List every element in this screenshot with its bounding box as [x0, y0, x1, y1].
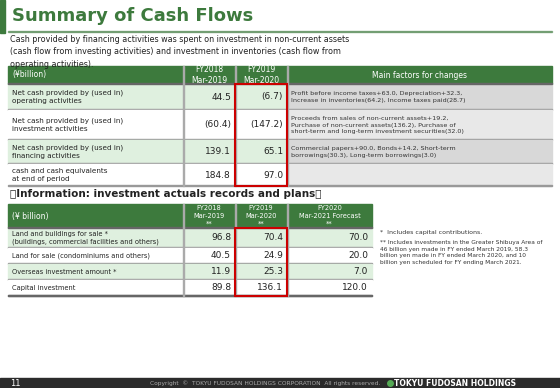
Text: Capital investment: Capital investment	[12, 285, 76, 291]
Text: 〈Information: investment actuals records and plans〉: 〈Information: investment actuals records…	[10, 189, 321, 199]
Text: (¥billion): (¥billion)	[12, 71, 46, 80]
Text: (60.4): (60.4)	[204, 121, 231, 130]
Text: (¥ billion): (¥ billion)	[12, 211, 49, 220]
Bar	[235, 84, 287, 110]
Bar	[287, 84, 552, 110]
Text: 97.0: 97.0	[263, 170, 283, 180]
Text: (6.7): (6.7)	[262, 92, 283, 102]
Bar	[235, 66, 236, 186]
Bar	[235, 164, 287, 186]
Text: cash and cash equivalents
at end of period: cash and cash equivalents at end of peri…	[12, 168, 108, 182]
Text: Copyright  ©  TOKYU FUDOSAN HOLDINGS CORPORATION  All rights reserved.: Copyright © TOKYU FUDOSAN HOLDINGS CORPO…	[150, 380, 380, 386]
Bar	[8, 263, 372, 264]
Text: 24.9: 24.9	[263, 251, 283, 260]
Bar	[8, 164, 183, 186]
Bar	[8, 163, 552, 164]
Bar	[287, 204, 288, 296]
Bar	[235, 204, 236, 296]
Text: 70.0: 70.0	[348, 234, 368, 242]
Bar	[8, 248, 372, 264]
Text: 25.3: 25.3	[263, 267, 283, 277]
Text: 96.8: 96.8	[211, 234, 231, 242]
Bar	[8, 31, 552, 32]
Bar	[8, 228, 372, 248]
Bar	[8, 295, 372, 296]
Text: *  Includes capital contributions.: * Includes capital contributions.	[380, 230, 482, 235]
Text: 7.0: 7.0	[353, 267, 368, 277]
Text: (147.2): (147.2)	[250, 121, 283, 130]
Bar	[8, 109, 552, 110]
Text: 136.1: 136.1	[257, 284, 283, 293]
Text: Net cash provided by (used in)
financing activities: Net cash provided by (used in) financing…	[12, 145, 123, 159]
Text: 11.9: 11.9	[211, 267, 231, 277]
Text: Land and buildings for sale *
(buildings, commercial facilities and others): Land and buildings for sale * (buildings…	[12, 231, 159, 245]
Bar	[183, 84, 235, 110]
Bar	[8, 139, 552, 140]
Text: FY2019
Mar-2020
**: FY2019 Mar-2020 **	[245, 206, 277, 227]
Bar	[235, 84, 287, 186]
Text: FY2019
Mar-2020: FY2019 Mar-2020	[243, 65, 279, 85]
Text: 89.8: 89.8	[211, 284, 231, 293]
Bar	[8, 185, 552, 186]
Text: Profit before income taxes+63.0, Depreciation+32.3,
Increase in inventories(64.2: Profit before income taxes+63.0, Depreci…	[291, 91, 465, 103]
Bar	[235, 140, 287, 164]
Text: FY2018
Mar-2019
**: FY2018 Mar-2019 **	[193, 206, 225, 227]
Text: Commercial papers+90.0, Bonds+14.2, Short-term
borrowings(30.3), Long-term borro: Commercial papers+90.0, Bonds+14.2, Shor…	[291, 146, 456, 158]
Text: 139.1: 139.1	[205, 147, 231, 156]
Bar	[8, 83, 552, 84]
Bar	[8, 295, 372, 296]
Text: TOKYU FUDOSAN HOLDINGS: TOKYU FUDOSAN HOLDINGS	[394, 379, 516, 388]
Bar	[287, 164, 552, 186]
Bar	[8, 84, 183, 110]
Text: Land for sale (condominiums and others): Land for sale (condominiums and others)	[12, 253, 150, 259]
Bar	[287, 66, 288, 186]
Bar	[235, 110, 287, 140]
Text: FY2018
Mar-2019: FY2018 Mar-2019	[191, 65, 227, 85]
Bar	[8, 204, 372, 228]
Bar	[8, 227, 372, 228]
Bar	[183, 66, 184, 186]
Bar	[183, 204, 184, 296]
Text: 70.4: 70.4	[263, 234, 283, 242]
Text: FY2020
Mar-2021 Forecast
**: FY2020 Mar-2021 Forecast **	[298, 206, 361, 227]
Bar	[235, 228, 287, 296]
Text: Overseas investment amount *: Overseas investment amount *	[12, 269, 116, 275]
Text: 20.0: 20.0	[348, 251, 368, 260]
Text: Main factors for changes: Main factors for changes	[372, 71, 467, 80]
Text: Cash provided by financing activities was spent on investment in non-current ass: Cash provided by financing activities wa…	[10, 35, 349, 69]
Text: 120.0: 120.0	[342, 284, 368, 293]
Bar	[183, 164, 235, 186]
Bar	[0, 378, 560, 388]
Text: 65.1: 65.1	[263, 147, 283, 156]
Bar	[8, 140, 183, 164]
Text: 11: 11	[10, 379, 21, 388]
Text: 40.5: 40.5	[211, 251, 231, 260]
Bar	[0, 0, 5, 33]
Text: 44.5: 44.5	[211, 92, 231, 102]
Bar	[8, 279, 372, 280]
Text: ** Includes investments in the Greater Shibuya Area of
46 billion yen made in FY: ** Includes investments in the Greater S…	[380, 240, 543, 265]
Text: Summary of Cash Flows: Summary of Cash Flows	[12, 7, 253, 25]
Bar	[8, 66, 552, 84]
Text: Net cash provided by (used in)
operating activities: Net cash provided by (used in) operating…	[12, 90, 123, 104]
Bar	[8, 264, 372, 280]
Bar	[8, 280, 372, 296]
Bar	[183, 140, 235, 164]
Bar	[287, 140, 552, 164]
Bar	[8, 110, 183, 140]
Text: Net cash provided by (used in)
investment activities: Net cash provided by (used in) investmen…	[12, 118, 123, 132]
Bar	[183, 110, 235, 140]
Bar	[287, 110, 552, 140]
Text: Proceeds from sales of non-current assets+19.2,
Purchase of non-current assets(1: Proceeds from sales of non-current asset…	[291, 116, 464, 134]
Text: 184.8: 184.8	[206, 170, 231, 180]
